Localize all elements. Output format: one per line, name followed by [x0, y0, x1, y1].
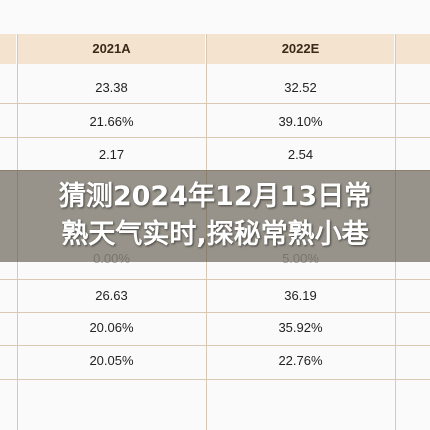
- cell-2022e: 2.54: [287, 147, 314, 162]
- row-divider: [0, 379, 430, 380]
- article-title: 猜测2024年12月13日常 熟天气实时,探秘常熟小巷: [0, 178, 430, 254]
- header-cell-2022e: 2022E: [207, 34, 394, 64]
- row-divider: [0, 103, 430, 104]
- header-cell-right: [396, 34, 430, 64]
- cell-2022e: 22.76%: [278, 353, 323, 368]
- row-divider: [0, 345, 430, 346]
- cell-2022e: 35.92%: [278, 320, 323, 335]
- table-header-row: 2021A 2022E: [0, 34, 430, 64]
- cell-2021a: 20.06%: [89, 320, 134, 335]
- cell-2021a: 23.38: [95, 80, 128, 95]
- title-overlay-band: [0, 170, 430, 262]
- row-divider: [0, 279, 430, 280]
- header-cell-left: [0, 34, 16, 64]
- cell-2021a: 2.17: [98, 147, 125, 162]
- cell-2021a: 21.66%: [89, 114, 134, 129]
- table-row: 2.17 2.54: [0, 140, 430, 170]
- cell-2022e: 36.19: [284, 288, 317, 303]
- cell-2022e: 32.52: [284, 80, 317, 95]
- table-row: 20.06% 35.92%: [0, 313, 430, 343]
- article-title-line-2: 熟天气实时,探秘常熟小巷: [61, 219, 369, 250]
- header-cell-2021a: 2021A: [18, 34, 205, 64]
- cell-2021a: 20.05%: [89, 353, 134, 368]
- table-row: 21.66% 39.10%: [0, 107, 430, 137]
- cell-2021a: 26.63: [95, 288, 128, 303]
- article-title-line-1: 猜测2024年12月13日常: [58, 181, 372, 212]
- cell-2022e: 39.10%: [278, 114, 323, 129]
- row-divider: [0, 137, 430, 138]
- table-row: 20.05% 22.76%: [0, 346, 430, 376]
- table-row: 23.38 32.52: [0, 73, 430, 103]
- table-row: 26.63 36.19: [0, 281, 430, 311]
- row-divider: [0, 312, 430, 313]
